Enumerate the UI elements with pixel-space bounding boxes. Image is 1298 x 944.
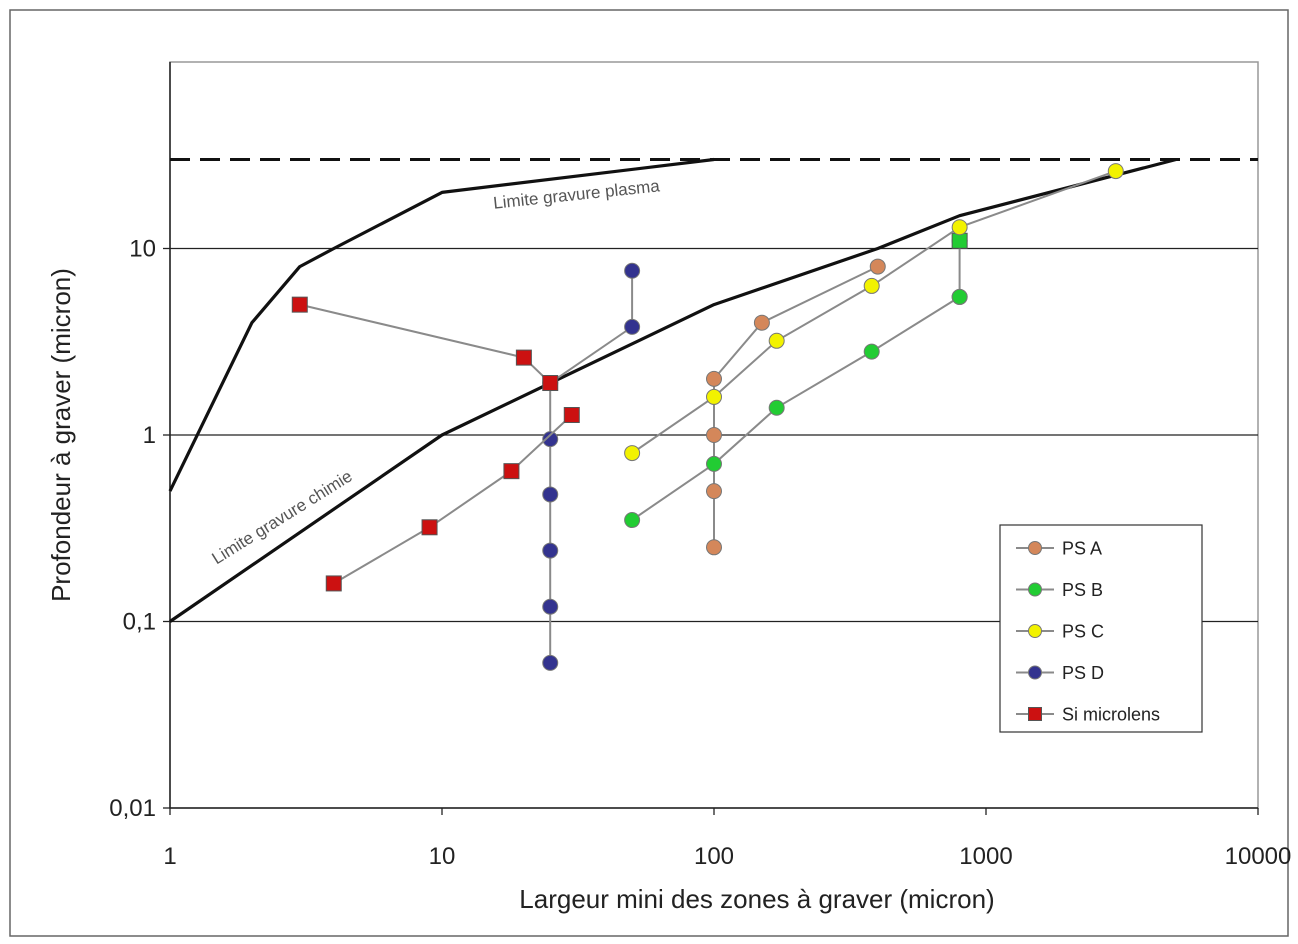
data-point-ps-b: [951, 288, 968, 305]
data-point-si-microlens: [563, 407, 580, 424]
data-point-ps-b: [951, 232, 968, 249]
series-layer: [291, 163, 1124, 671]
data-point-ps-c: [863, 277, 880, 294]
data-point-si-microlens: [515, 349, 532, 366]
chart-outer-frame: [9, 9, 1289, 937]
reference-lines-layer: [168, 157, 1258, 623]
y-axis-title: Profondeur à graver (micron): [46, 268, 76, 602]
chemistry-limit-line: [169, 157, 1177, 623]
data-point-ps-a: [706, 370, 722, 387]
data-point-ps-a: [869, 258, 886, 275]
y-tick-label: 10: [129, 236, 156, 263]
plasma-limit-line: [168, 157, 715, 492]
x-tick-label: 10: [429, 843, 456, 870]
data-point-ps-d: [542, 654, 559, 671]
legend: PS A PS B PS C PS D Si microlens: [999, 524, 1203, 733]
x-tick-label: 1000: [959, 843, 1012, 870]
y-tick-label: 1: [143, 422, 156, 449]
series-ps-d: [542, 262, 641, 671]
x-tick-label: 10000: [1225, 843, 1292, 870]
legend-label-ps-c: PS C: [1062, 622, 1104, 642]
data-point-ps-a: [706, 427, 722, 443]
data-point-ps-a: [753, 314, 770, 331]
legend-label-ps-d: PS D: [1062, 663, 1104, 683]
data-point-si-microlens: [542, 375, 559, 392]
legend-marker-ps-b: [1028, 582, 1042, 597]
legend-label-ps-a: PS A: [1062, 539, 1102, 559]
x-tick-label: 100: [694, 843, 734, 870]
data-point-ps-a: [706, 483, 722, 500]
data-point-ps-c: [951, 219, 968, 236]
data-point-ps-b: [768, 399, 785, 416]
series-line-ps-d: [549, 270, 634, 663]
data-point-ps-c: [706, 388, 722, 405]
series-ps-c: [624, 163, 1124, 462]
y-tick-label: 0,1: [123, 609, 156, 636]
legend-label-si-microlens: Si microlens: [1062, 705, 1160, 725]
data-point-si-microlens: [503, 463, 520, 480]
data-point-ps-d: [542, 598, 559, 615]
legend-marker-ps-d: [1028, 665, 1042, 680]
data-point-ps-c: [768, 332, 785, 349]
y-tick-label: 0,01: [109, 795, 156, 822]
series-line-ps-c: [631, 170, 1117, 454]
series-si-microlens: [291, 296, 580, 592]
tick-labels-layer: 1 10 100 1000 10000 0,01 0,1 1 10: [109, 236, 1291, 871]
legend-label-ps-b: PS B: [1062, 580, 1103, 600]
series-ps-a: [706, 258, 886, 556]
x-tick-label: 1: [163, 843, 176, 870]
data-point-si-microlens: [325, 575, 342, 592]
data-point-ps-d: [542, 431, 559, 448]
data-point-ps-b: [624, 512, 641, 529]
data-point-ps-a: [706, 539, 722, 556]
legend-marker-si-microlens: [1028, 707, 1042, 721]
data-point-ps-d: [542, 486, 559, 503]
series-line-si-microlens: [333, 414, 573, 585]
series-line-ps-a: [713, 265, 879, 548]
data-point-ps-b: [706, 455, 722, 472]
data-point-ps-d: [624, 318, 641, 335]
legend-marker-ps-c: [1028, 624, 1042, 638]
data-point-si-microlens: [291, 296, 308, 313]
data-point-ps-d: [624, 262, 641, 279]
legend-marker-ps-a: [1028, 541, 1042, 555]
data-point-ps-c: [624, 445, 641, 462]
series-ps-b: [624, 232, 968, 529]
data-point-ps-d: [542, 542, 559, 559]
x-axis-title: Largeur mini des zones à graver (micron): [519, 884, 994, 914]
data-point-ps-c: [1107, 163, 1124, 180]
data-point-si-microlens: [421, 519, 438, 536]
data-point-ps-b: [863, 343, 880, 360]
